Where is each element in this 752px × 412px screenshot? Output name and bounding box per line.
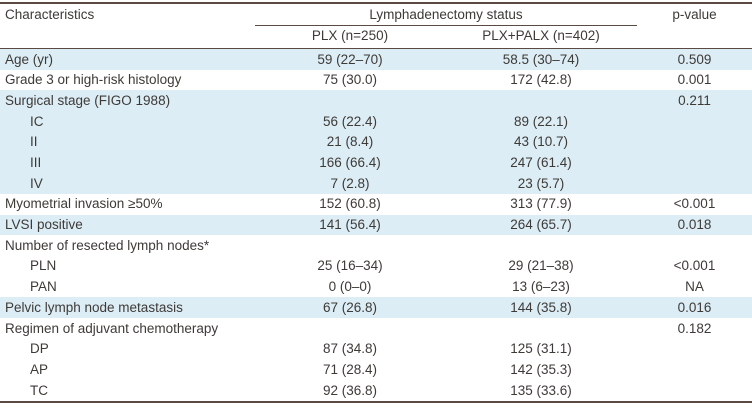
header-p-value: p-value <box>637 3 752 49</box>
row-label: IV <box>0 173 255 194</box>
table-row: Number of resected lymph nodes* <box>0 235 752 256</box>
palx-value: 58.5 (30–74) <box>445 48 637 70</box>
p-value <box>637 173 752 194</box>
palx-value <box>445 90 637 112</box>
palx-value: 89 (22.1) <box>445 111 637 132</box>
row-label: Myometrial invasion ≥50% <box>0 193 255 215</box>
p-value: NA <box>637 276 752 298</box>
plx-value <box>255 90 445 112</box>
row-label: III <box>0 152 255 174</box>
palx-value: 125 (31.1) <box>445 338 637 360</box>
row-label: TC <box>0 380 255 402</box>
plx-value: 71 (28.4) <box>255 359 445 380</box>
row-label: Surgical stage (FIGO 1988) <box>0 90 255 112</box>
header-row-group: Characteristics Lymphadenectomy status p… <box>0 3 752 49</box>
table-row: Surgical stage (FIGO 1988) 0.211 <box>0 90 752 112</box>
palx-value: 142 (35.3) <box>445 359 637 380</box>
palx-value <box>445 317 637 339</box>
p-value: 0.018 <box>637 214 752 236</box>
p-value <box>637 380 752 402</box>
header-characteristics: Characteristics <box>0 3 255 49</box>
palx-value: 247 (61.4) <box>445 152 637 174</box>
table-row: LVSI positive 141 (56.4) 264 (65.7) 0.01… <box>0 214 752 236</box>
p-value: 0.509 <box>637 48 752 70</box>
palx-value: 29 (21–38) <box>445 255 637 277</box>
row-label: PLN <box>0 255 255 277</box>
p-value: <0.001 <box>637 255 752 277</box>
p-value <box>637 152 752 174</box>
plx-value: 21 (8.4) <box>255 131 445 153</box>
row-label: LVSI positive <box>0 214 255 236</box>
plx-value: 56 (22.4) <box>255 111 445 132</box>
row-label: Grade 3 or high-risk histology <box>0 69 255 91</box>
plx-value: 0 (0–0) <box>255 276 445 298</box>
table-row: DP 87 (34.8) 125 (31.1) <box>0 338 752 360</box>
row-label: DP <box>0 338 255 360</box>
plx-value: 25 (16–34) <box>255 255 445 277</box>
p-value: 0.001 <box>637 69 752 91</box>
palx-value: 144 (35.8) <box>445 297 637 318</box>
row-label: Number of resected lymph nodes* <box>0 235 255 256</box>
plx-value: 67 (26.8) <box>255 297 445 318</box>
header-plx-palx: PLX+PALX (n=402) <box>445 25 637 49</box>
p-value <box>637 235 752 256</box>
plx-value: 166 (66.4) <box>255 152 445 174</box>
table-row: III 166 (66.4) 247 (61.4) <box>0 152 752 174</box>
palx-value: 313 (77.9) <box>445 193 637 215</box>
p-value <box>637 111 752 132</box>
table-row: PAN 0 (0–0) 13 (6–23) NA <box>0 276 752 298</box>
row-label: IC <box>0 111 255 132</box>
plx-value <box>255 317 445 339</box>
table-row: TC 92 (36.8) 135 (33.6) <box>0 380 752 402</box>
table-row: II 21 (8.4) 43 (10.7) <box>0 131 752 153</box>
palx-value: 43 (10.7) <box>445 131 637 153</box>
header-lymphadenectomy-status: Lymphadenectomy status <box>255 3 637 26</box>
row-label: II <box>0 131 255 153</box>
row-label: AP <box>0 359 255 380</box>
table-row: AP 71 (28.4) 142 (35.3) <box>0 359 752 380</box>
p-value <box>637 131 752 153</box>
plx-value: 152 (60.8) <box>255 193 445 215</box>
plx-value: 7 (2.8) <box>255 173 445 194</box>
row-label: Pelvic lymph node metastasis <box>0 297 255 318</box>
p-value: 0.016 <box>637 297 752 318</box>
row-label: PAN <box>0 276 255 298</box>
plx-value: 59 (22–70) <box>255 48 445 70</box>
table-row: Regimen of adjuvant chemotherapy 0.182 <box>0 317 752 339</box>
table-row: Pelvic lymph node metastasis 67 (26.8) 1… <box>0 297 752 318</box>
table-row: IV 7 (2.8) 23 (5.7) <box>0 173 752 194</box>
table-row: IC 56 (22.4) 89 (22.1) <box>0 111 752 132</box>
table-row: PLN 25 (16–34) 29 (21–38) <0.001 <box>0 255 752 277</box>
table-row: Myometrial invasion ≥50% 152 (60.8) 313 … <box>0 193 752 215</box>
plx-value <box>255 235 445 256</box>
table-row: Age (yr) 59 (22–70) 58.5 (30–74) 0.509 <box>0 48 752 70</box>
table-header: Characteristics Lymphadenectomy status p… <box>0 3 752 49</box>
header-plx: PLX (n=250) <box>255 25 445 49</box>
p-value: 0.182 <box>637 317 752 339</box>
palx-value: 13 (6–23) <box>445 276 637 298</box>
palx-value: 23 (5.7) <box>445 173 637 194</box>
p-value: <0.001 <box>637 193 752 215</box>
row-label: Regimen of adjuvant chemotherapy <box>0 317 255 339</box>
row-label: Age (yr) <box>0 48 255 70</box>
plx-value: 92 (36.8) <box>255 380 445 402</box>
characteristics-table: Characteristics Lymphadenectomy status p… <box>0 2 752 403</box>
table-body: Age (yr) 59 (22–70) 58.5 (30–74) 0.509 G… <box>0 48 752 402</box>
header-row-subgroups: PLX (n=250) PLX+PALX (n=402) <box>0 25 752 49</box>
palx-value <box>445 235 637 256</box>
p-value <box>637 338 752 360</box>
p-value: 0.211 <box>637 90 752 112</box>
plx-value: 87 (34.8) <box>255 338 445 360</box>
palx-value: 172 (42.8) <box>445 69 637 91</box>
palx-value: 135 (33.6) <box>445 380 637 402</box>
palx-value: 264 (65.7) <box>445 214 637 236</box>
table-row: Grade 3 or high-risk histology 75 (30.0)… <box>0 69 752 91</box>
plx-value: 75 (30.0) <box>255 69 445 91</box>
plx-value: 141 (56.4) <box>255 214 445 236</box>
p-value <box>637 359 752 380</box>
